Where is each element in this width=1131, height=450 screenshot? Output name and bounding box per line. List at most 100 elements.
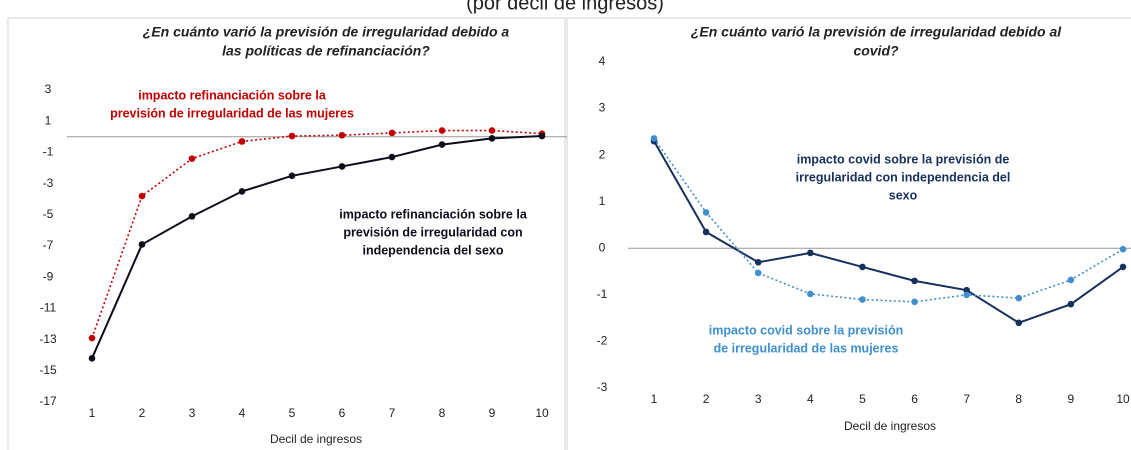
- point: [650, 135, 658, 142]
- point: [488, 127, 496, 134]
- series-label: irregularidad con independencia del: [796, 170, 1011, 184]
- chart-title: ¿En cuánto varió la previsión de irregul…: [143, 24, 510, 40]
- y-tick-label: 1: [45, 113, 52, 127]
- x-tick-label: 2: [139, 406, 146, 420]
- point: [702, 228, 710, 236]
- point: [88, 355, 96, 362]
- series-label: impacto covid sobre la previsión de: [797, 152, 1010, 166]
- point: [754, 269, 762, 277]
- point: [488, 135, 496, 142]
- point: [807, 290, 814, 298]
- point: [288, 132, 296, 140]
- point: [138, 192, 146, 200]
- y-tick-label: -1: [43, 145, 54, 159]
- x-tick-label: 9: [489, 406, 496, 420]
- point: [911, 277, 918, 285]
- point: [138, 241, 146, 248]
- point: [1067, 276, 1075, 284]
- point: [1119, 245, 1127, 253]
- y-tick-label: -1: [597, 287, 608, 301]
- point: [338, 131, 346, 139]
- y-tick-label: -2: [597, 334, 608, 348]
- point: [388, 129, 396, 137]
- y-tick-label: 1: [599, 194, 606, 208]
- y-tick-label: 3: [45, 82, 52, 96]
- x-tick-label: 8: [1015, 392, 1022, 406]
- x-tick-label: 5: [289, 406, 296, 420]
- series-label: impacto refinanciación sobre la: [339, 207, 528, 221]
- series-line: [653, 140, 1124, 324]
- y-tick-label: -11: [40, 301, 57, 315]
- y-tick-label: 4: [599, 54, 606, 68]
- y-tick-label: -5: [43, 207, 54, 221]
- point: [538, 132, 546, 140]
- point: [807, 249, 814, 257]
- point: [963, 291, 970, 299]
- y-tick-label: 3: [599, 101, 606, 115]
- series-line: [91, 129, 543, 339]
- point: [188, 155, 196, 162]
- point: [438, 127, 446, 134]
- series-label: de irregularidad de las mujeres: [714, 341, 899, 355]
- x-axis-label: Decil de ingresos: [270, 432, 362, 446]
- y-tick-label: 0: [599, 240, 606, 254]
- series-label: impacto covid sobre la previsión: [709, 323, 904, 337]
- series-label: previsión de irregularidad con: [343, 225, 522, 239]
- y-tick-label: -13: [39, 332, 57, 346]
- x-tick-label: 10: [535, 406, 549, 420]
- left-panel: [7, 17, 566, 450]
- x-tick-label: 3: [755, 392, 762, 406]
- point: [238, 188, 246, 195]
- point: [1015, 294, 1023, 302]
- point: [702, 209, 710, 216]
- series-label: previsión de irregularidad de las mujere…: [110, 106, 354, 120]
- x-tick-label: 5: [859, 392, 866, 406]
- point: [288, 172, 296, 180]
- chart-title: covid?: [853, 43, 899, 59]
- x-tick-label: 8: [439, 406, 446, 420]
- y-tick-label: -17: [39, 394, 57, 408]
- point: [911, 298, 918, 306]
- y-tick-label: -3: [43, 176, 54, 190]
- subtitle: (por decil de ingresos): [466, 0, 664, 14]
- point: [859, 296, 866, 303]
- right-panel: [566, 17, 1131, 450]
- y-tick-label: -7: [43, 238, 54, 252]
- point: [1067, 300, 1075, 308]
- x-tick-label: 4: [239, 406, 246, 420]
- y-tick-label: -3: [597, 380, 608, 394]
- x-tick-label: 3: [189, 406, 196, 420]
- point: [754, 258, 762, 266]
- x-tick-label: 10: [1116, 392, 1130, 406]
- x-tick-label: 7: [963, 392, 970, 406]
- x-tick-label: 6: [911, 392, 918, 406]
- x-tick-label: 1: [89, 406, 96, 420]
- x-tick-label: 4: [807, 392, 814, 406]
- x-tick-label: 6: [339, 406, 346, 420]
- series-label: impacto refinanciación sobre la: [138, 88, 327, 102]
- series-label: independencia del sexo: [362, 243, 503, 257]
- chart-title: las políticas de refinanciación?: [222, 43, 430, 59]
- y-tick-label: -9: [43, 269, 54, 283]
- point: [438, 141, 446, 148]
- point: [238, 138, 246, 145]
- point: [1119, 263, 1127, 271]
- point: [88, 334, 96, 342]
- series-label: sexo: [889, 188, 918, 202]
- x-tick-label: 2: [703, 392, 710, 406]
- y-tick-label: 2: [599, 147, 606, 161]
- point: [1015, 319, 1023, 327]
- x-tick-label: 7: [389, 406, 396, 420]
- x-tick-label: 1: [651, 392, 658, 406]
- x-tick-label: 9: [1068, 392, 1075, 406]
- chart-title: ¿En cuánto varió la previsión de irregul…: [691, 24, 1062, 40]
- x-axis-label: Decil de ingresos: [844, 419, 936, 433]
- point: [388, 153, 396, 161]
- point: [963, 286, 970, 294]
- point: [338, 163, 346, 170]
- series-line: [653, 137, 1124, 303]
- y-tick-label: -15: [39, 363, 57, 377]
- point: [859, 263, 866, 271]
- series-line: [91, 135, 543, 359]
